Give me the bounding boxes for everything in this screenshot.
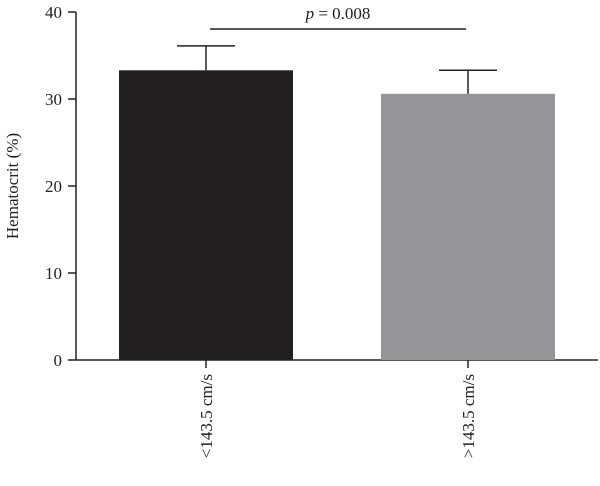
y-tick-label: 20 bbox=[45, 177, 62, 196]
bar bbox=[119, 70, 293, 360]
bar bbox=[381, 93, 555, 360]
y-axis: 0 10 20 30 40 bbox=[45, 3, 77, 370]
y-axis-title: Hematocrit (%) bbox=[3, 133, 22, 239]
p-value-label: p = 0.008 bbox=[305, 4, 371, 23]
bars bbox=[119, 70, 555, 360]
x-axis bbox=[76, 359, 598, 368]
y-tick-label: 40 bbox=[45, 3, 62, 22]
x-tick-label: <143.5 cm/s bbox=[197, 374, 216, 458]
p-value: = 0.008 bbox=[314, 4, 370, 23]
y-tick-label: 30 bbox=[45, 90, 62, 109]
x-tick-labels: <143.5 cm/s >143.5 cm/s bbox=[197, 374, 478, 458]
y-tick-label: 0 bbox=[54, 351, 63, 370]
significance-annotation: p = 0.008 bbox=[210, 4, 466, 30]
x-tick-label: >143.5 cm/s bbox=[459, 374, 478, 458]
p-symbol: p bbox=[305, 4, 315, 23]
y-tick-label: 10 bbox=[45, 264, 62, 283]
error-bars bbox=[177, 45, 497, 94]
